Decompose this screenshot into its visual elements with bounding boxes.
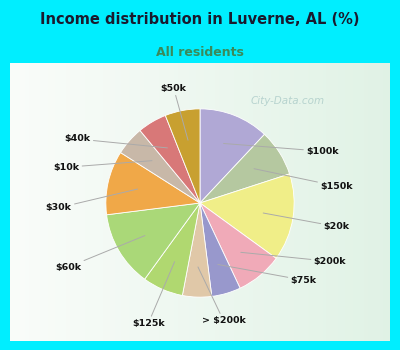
Wedge shape: [182, 203, 212, 297]
Text: $200k: $200k: [241, 252, 346, 266]
Wedge shape: [200, 174, 294, 258]
Text: $100k: $100k: [224, 144, 339, 156]
Text: Income distribution in Luverne, AL (%): Income distribution in Luverne, AL (%): [40, 12, 360, 27]
Wedge shape: [106, 153, 200, 215]
Wedge shape: [140, 116, 200, 203]
Text: $75k: $75k: [218, 265, 317, 285]
Wedge shape: [200, 109, 264, 203]
Text: $40k: $40k: [64, 134, 168, 148]
Text: $20k: $20k: [263, 213, 350, 231]
Wedge shape: [200, 203, 240, 296]
Wedge shape: [145, 203, 200, 295]
Text: $50k: $50k: [161, 84, 188, 140]
Text: $60k: $60k: [55, 236, 145, 272]
Text: $10k: $10k: [53, 161, 152, 172]
Text: City-Data.com: City-Data.com: [250, 96, 324, 106]
Wedge shape: [200, 203, 276, 288]
Text: > $200k: > $200k: [198, 267, 246, 325]
Wedge shape: [200, 134, 290, 203]
Text: $125k: $125k: [132, 262, 174, 328]
Wedge shape: [107, 203, 200, 279]
Text: $150k: $150k: [254, 169, 353, 190]
Text: All residents: All residents: [156, 46, 244, 58]
Text: $30k: $30k: [46, 189, 138, 212]
Wedge shape: [120, 131, 200, 203]
Wedge shape: [165, 109, 200, 203]
